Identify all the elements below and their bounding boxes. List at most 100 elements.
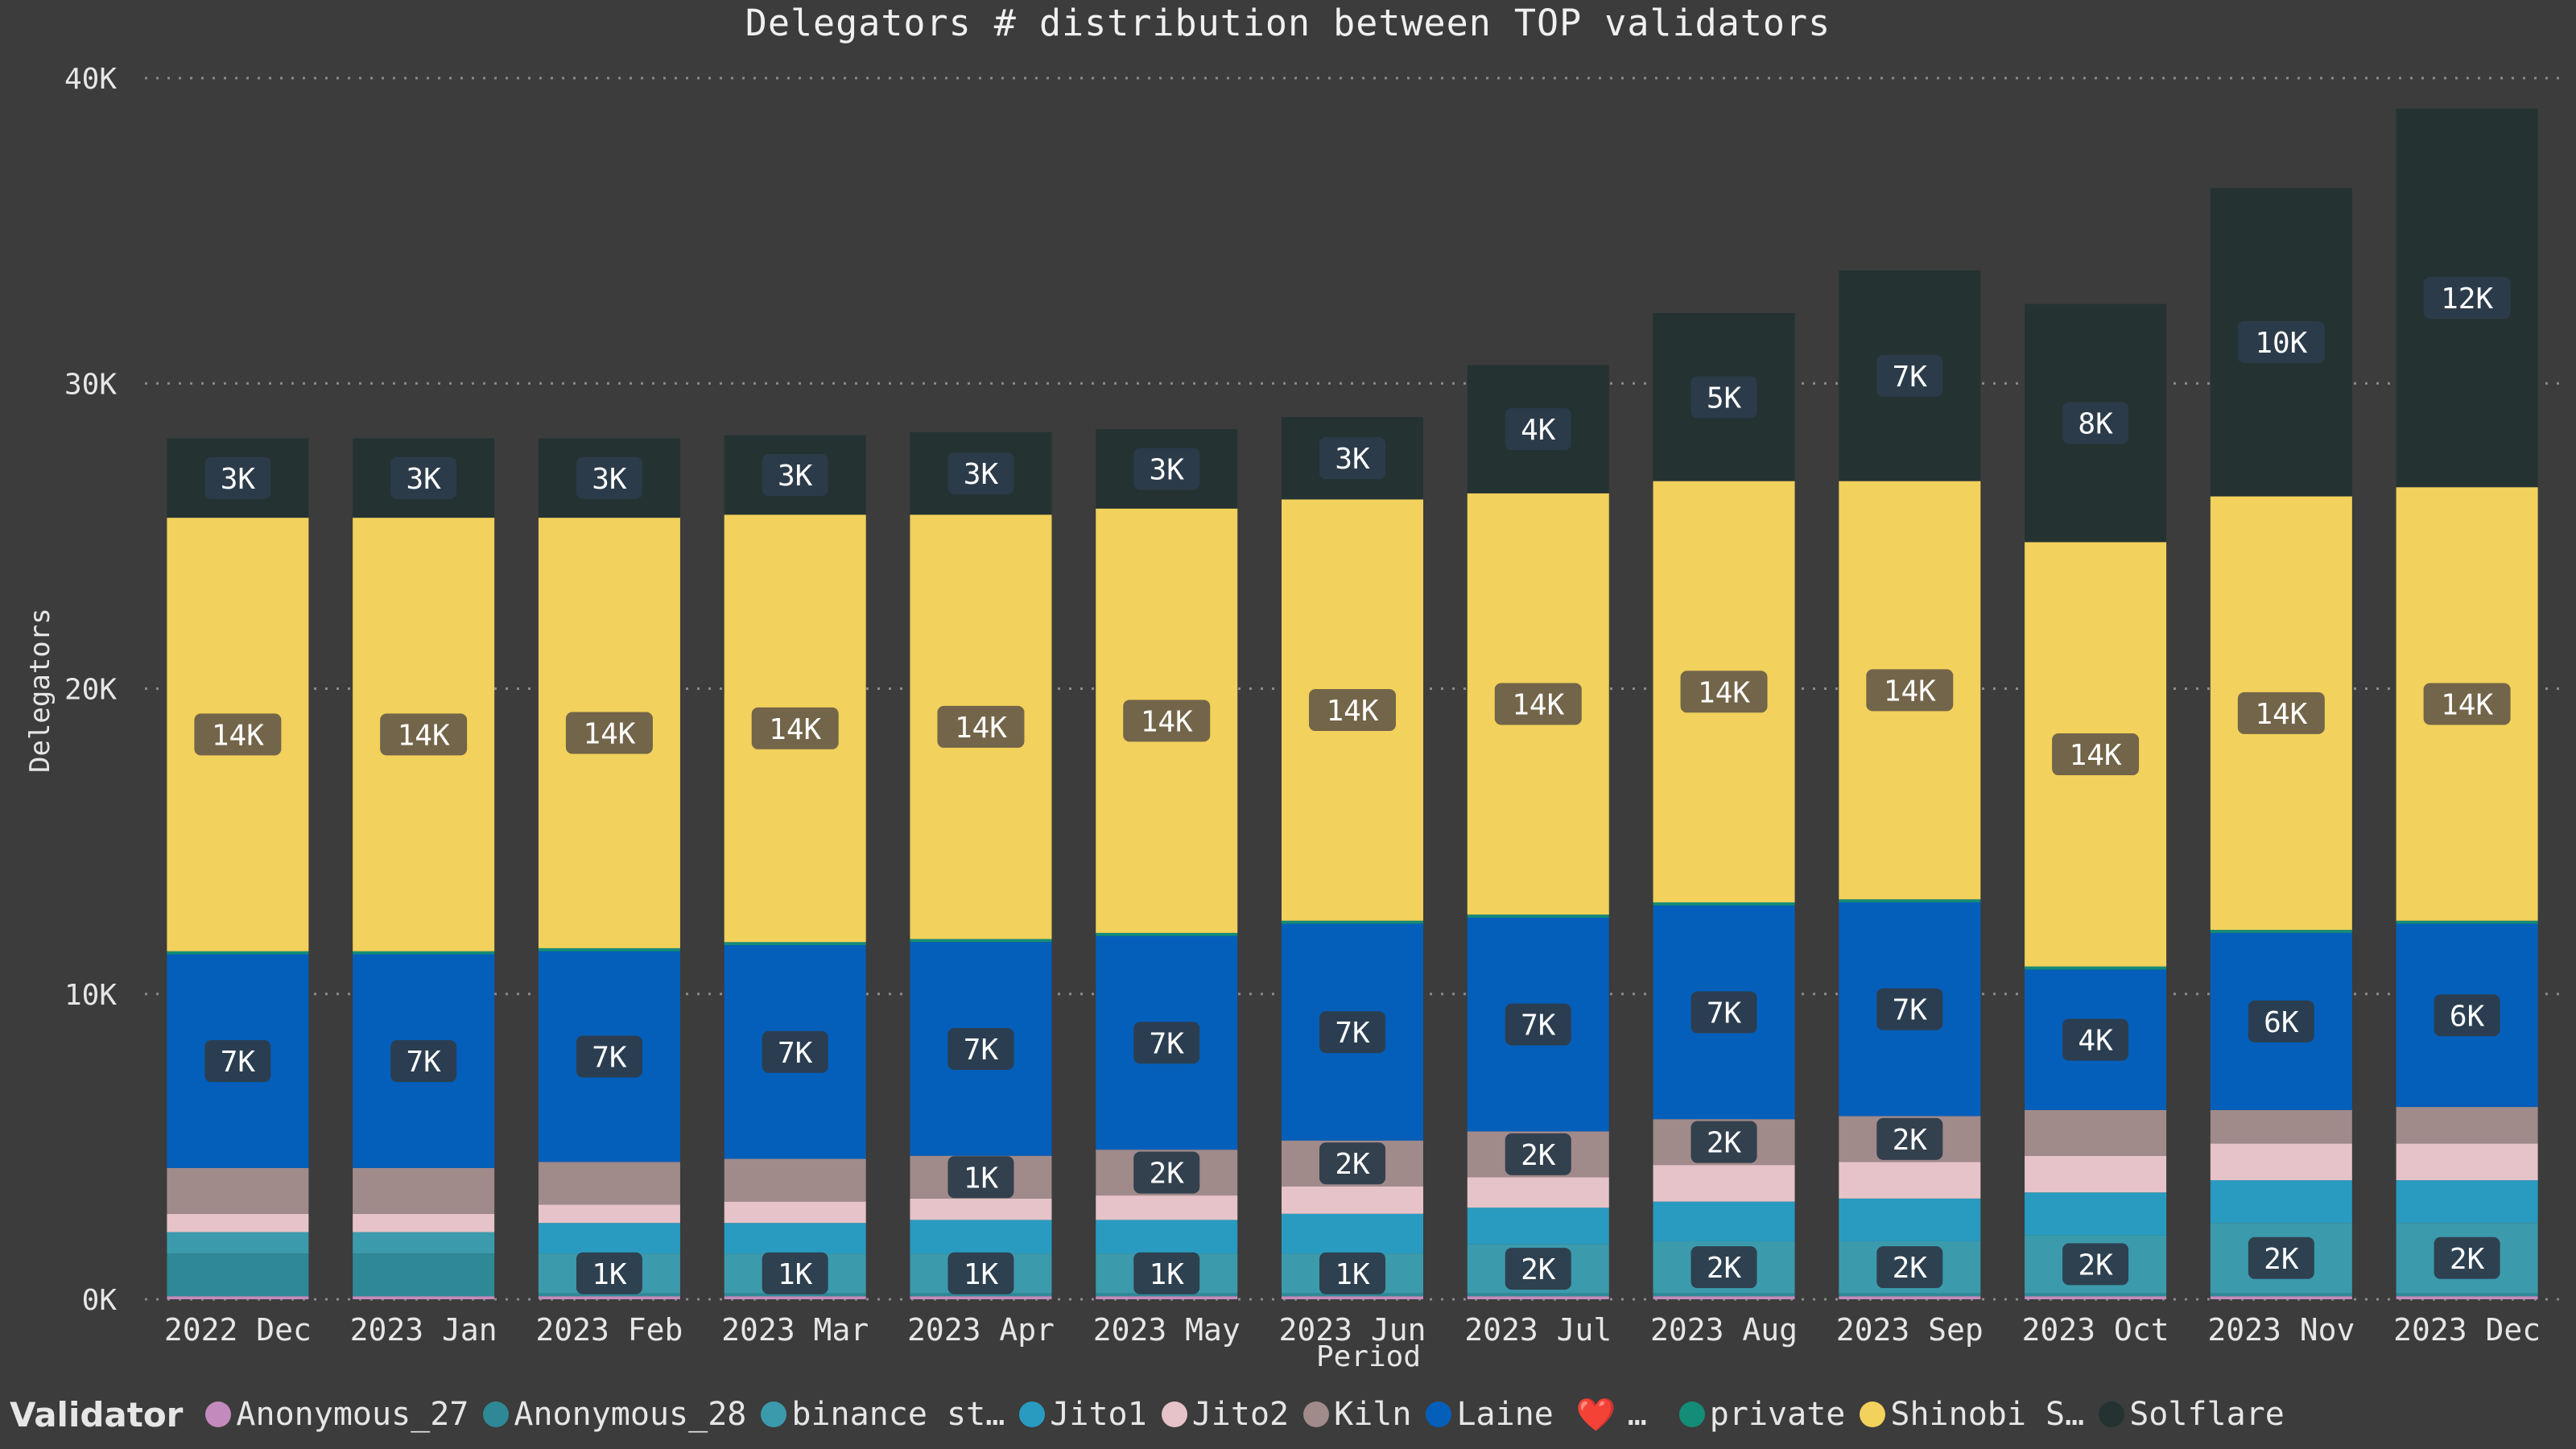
bar-segment	[2210, 1296, 2352, 1299]
legend-label: Laine	[1456, 1396, 1554, 1433]
legend-ellipsis: …	[1627, 1396, 1647, 1433]
data-label: 7K	[1893, 361, 1928, 394]
bar-segment	[910, 1220, 1052, 1254]
bar-segment	[1096, 1220, 1238, 1254]
bar-segment	[2396, 1296, 2538, 1299]
data-label: 3K	[778, 460, 813, 493]
bar-segment	[724, 1201, 866, 1224]
data-label: 2K	[1335, 1148, 1370, 1181]
bar-segment	[1653, 1165, 1795, 1202]
data-label: 2K	[1521, 1139, 1556, 1172]
legend-item-kiln[interactable]: Kiln	[1303, 1396, 1411, 1433]
legend-item-jito1[interactable]: Jito1	[1019, 1396, 1147, 1433]
data-label-bg	[1690, 991, 1757, 1034]
legend-item-anonymous-27[interactable]: Anonymous_27	[205, 1396, 469, 1433]
data-label-bg	[1319, 1142, 1385, 1185]
bar-segment	[2396, 920, 2538, 924]
bar-segment	[538, 1204, 680, 1224]
x-tick-label: 2023 Sep	[1836, 1312, 1984, 1348]
bar-segment	[724, 1296, 866, 1299]
x-tick-label: 2023 Oct	[2022, 1312, 2169, 1348]
legend-label: private	[1709, 1396, 1846, 1433]
data-label-bg	[947, 452, 1014, 495]
legend-item-binance[interactable]: binance st…	[761, 1396, 1005, 1433]
bar-segment	[353, 1253, 495, 1297]
chart-title: Delegators # distribution between TOP va…	[745, 2, 1831, 44]
x-tick-label: 2023 Apr	[907, 1312, 1055, 1348]
data-label-bg	[1505, 1003, 1571, 1046]
legend-item-shinobi[interactable]: Shinobi S…	[1860, 1396, 2084, 1433]
legend-item-jito2[interactable]: Jito2	[1161, 1396, 1289, 1433]
bar-segment	[910, 1293, 1052, 1297]
data-label-bg	[947, 1156, 1014, 1199]
data-label-bg	[1133, 448, 1200, 490]
legend-dot-icon	[1019, 1402, 1046, 1427]
bar-segment	[167, 1232, 309, 1254]
bar-segment	[1282, 920, 1423, 924]
data-label: 14K	[212, 719, 264, 752]
data-label: 7K	[1150, 1027, 1185, 1060]
x-tick-label: 2023 Jun	[1278, 1312, 1426, 1348]
data-label-bg	[380, 713, 468, 756]
data-label-bg	[2062, 1018, 2129, 1061]
data-label: 2K	[2450, 1243, 2485, 1276]
data-label-bg	[1133, 1022, 1200, 1064]
data-label-bg	[2248, 1236, 2314, 1279]
data-label-bg	[194, 713, 282, 756]
legend-title: Validator	[10, 1394, 184, 1435]
legend-dot-icon	[2099, 1402, 2125, 1427]
y-tick-label: 0K	[82, 1284, 118, 1317]
data-label-bg	[1123, 700, 1211, 742]
data-label: 4K	[1521, 414, 1556, 447]
bar-segment	[167, 951, 309, 955]
bar-segment	[2210, 930, 2352, 933]
data-label: 2K	[1707, 1252, 1742, 1285]
data-label: 7K	[406, 1046, 441, 1079]
bar-segment	[353, 1232, 495, 1254]
data-label-bg	[1876, 354, 1943, 397]
data-label: 1K	[964, 1258, 999, 1291]
data-label: 14K	[2255, 698, 2307, 731]
data-label: 7K	[778, 1037, 813, 1070]
data-label-bg	[1690, 1121, 1757, 1163]
legend-item-laine[interactable]: Laine ❤️…	[1426, 1396, 1664, 1434]
legend-label: binance st…	[791, 1396, 1005, 1433]
y-tick-label: 30K	[64, 368, 117, 401]
data-label: 1K	[1150, 1258, 1185, 1291]
data-label: 7K	[1521, 1009, 1556, 1042]
data-label: 14K	[1512, 688, 1564, 721]
x-axis-label: Period	[1315, 1340, 1422, 1373]
data-label-bg	[1319, 1252, 1385, 1294]
bar-segment	[1467, 1177, 1609, 1208]
data-label: 7K	[221, 1046, 256, 1079]
data-label: 14K	[398, 719, 450, 752]
bar-segment	[2396, 1293, 2538, 1297]
legend-dot-icon	[1426, 1402, 1452, 1427]
data-label-bg	[2423, 277, 2511, 320]
legend-item-solflare[interactable]: Solflare	[2099, 1396, 2285, 1433]
bar-segment	[1839, 1198, 1981, 1241]
bar-segment	[538, 1162, 680, 1205]
bar-segment	[2025, 1109, 2167, 1156]
data-label-bg	[390, 1040, 457, 1083]
legend-item-anonymous-28[interactable]: Anonymous_28	[483, 1396, 746, 1433]
data-label: 3K	[964, 458, 999, 491]
bar-segment	[2210, 1180, 2352, 1224]
data-label: 14K	[955, 712, 1007, 745]
bar-segment	[724, 1158, 866, 1202]
legend-dot-icon	[761, 1402, 787, 1427]
data-label: 1K	[778, 1258, 813, 1291]
bar-segment	[167, 1167, 309, 1214]
legend-label: Anonymous_28	[514, 1396, 747, 1433]
legend-item-private[interactable]: private	[1678, 1396, 1846, 1433]
data-label-bg	[947, 1252, 1014, 1294]
x-tick-label: 2022 Dec	[164, 1312, 312, 1348]
data-label-bg	[1133, 1252, 1200, 1294]
data-label: 1K	[592, 1258, 627, 1291]
data-label-bg	[1690, 376, 1757, 419]
x-tick-label: 2023 Aug	[1650, 1312, 1798, 1348]
bar-segment	[167, 1296, 309, 1299]
bar-segment	[724, 942, 866, 946]
x-tick-label: 2023 Dec	[2393, 1312, 2541, 1348]
